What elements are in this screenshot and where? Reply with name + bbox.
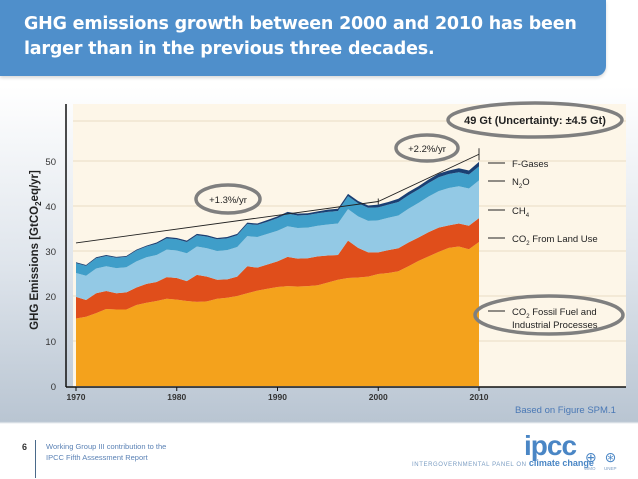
- annotation-label-2: +2.2%/yr: [408, 144, 446, 155]
- legend-item-4-line2: Industrial Processes: [512, 320, 598, 331]
- annotations: +1.3%/yr +2.2%/yr 49 Gt (Uncertainty: ±4.5…: [194, 101, 625, 336]
- footer-divider: [35, 440, 36, 478]
- page-number: 6: [22, 442, 28, 452]
- y-tick-label-20: 20: [45, 292, 56, 303]
- annotation-ellipse-2: [394, 133, 460, 163]
- wmo-logo-icon: ⊕: [585, 449, 597, 465]
- ipcc-logo: ipcc: [524, 430, 577, 461]
- area-co2-from-land-use: [76, 218, 479, 319]
- x-tick-label-1990: 1990: [268, 392, 287, 402]
- trend-line-2: [378, 153, 480, 202]
- footer-line-2: IPCC Fifth Assessment Report: [46, 453, 148, 462]
- annotation-ellipse-3: [446, 101, 624, 139]
- legend: F-Gases N2O CH4 CO2 From Land Use CO2 Fossil…: [488, 159, 598, 331]
- slide-title: GHG emissions growth between 2000 and 20…: [24, 14, 577, 59]
- footer-text: Working Group III contribution to the IP…: [46, 441, 166, 463]
- wmo-label: WMO: [584, 466, 596, 471]
- legend-item-0: F-Gases: [512, 159, 549, 170]
- org-logos: ⊕ ⊛: [585, 449, 616, 466]
- area-ch4: [76, 180, 479, 301]
- annotation-ellipse-1: [194, 183, 262, 215]
- y-tick-label-0: 0: [51, 382, 56, 393]
- legend-item-1: N2O: [512, 177, 530, 190]
- legend-highlight-ellipse: [473, 294, 625, 336]
- trend-line-1: [75, 201, 379, 244]
- area-n2o: [76, 166, 479, 276]
- x-tick-label-1970: 1970: [67, 392, 86, 402]
- stacked-areas: [76, 161, 479, 386]
- axes: [65, 104, 626, 388]
- unep-label: UNEP: [604, 466, 617, 471]
- legend-item-2: CH4: [512, 206, 530, 219]
- legend-item-3: CO2 From Land Use: [512, 234, 598, 247]
- y-tick-label-30: 30: [45, 247, 56, 258]
- trend-lines: [75, 148, 480, 244]
- tick-labels: 0 10 20 30 40 50 1970 1980 1990 2000 2010: [45, 157, 488, 402]
- area-co2-fossil-fuel-and-industrial-processes: [76, 242, 479, 386]
- unep-logo-icon: ⊛: [604, 449, 617, 465]
- legend-item-4: CO2 Fossil Fuel and: [512, 307, 597, 320]
- annotation-label-3: 49 Gt (Uncertainty: ±4.5 Gt): [464, 115, 606, 127]
- y-tick-label-50: 50: [45, 157, 56, 168]
- source-note: Based on Figure SPM.1: [515, 405, 616, 416]
- y-tick-label-10: 10: [45, 337, 56, 348]
- title-banner: GHG emissions growth between 2000 and 20…: [0, 0, 606, 76]
- footer-line-1: Working Group III contribution to the: [46, 442, 167, 451]
- annotation-label-1: +1.3%/yr: [209, 195, 247, 206]
- x-tick-label-2010: 2010: [470, 392, 489, 402]
- x-tick-label-2000: 2000: [369, 392, 388, 402]
- y-tick-label-40: 40: [45, 202, 56, 213]
- ipcc-subtitle: INTERGOVERNMENTAL PANEL ON climate chang…: [412, 458, 594, 468]
- x-tick-label-1980: 1980: [167, 392, 186, 402]
